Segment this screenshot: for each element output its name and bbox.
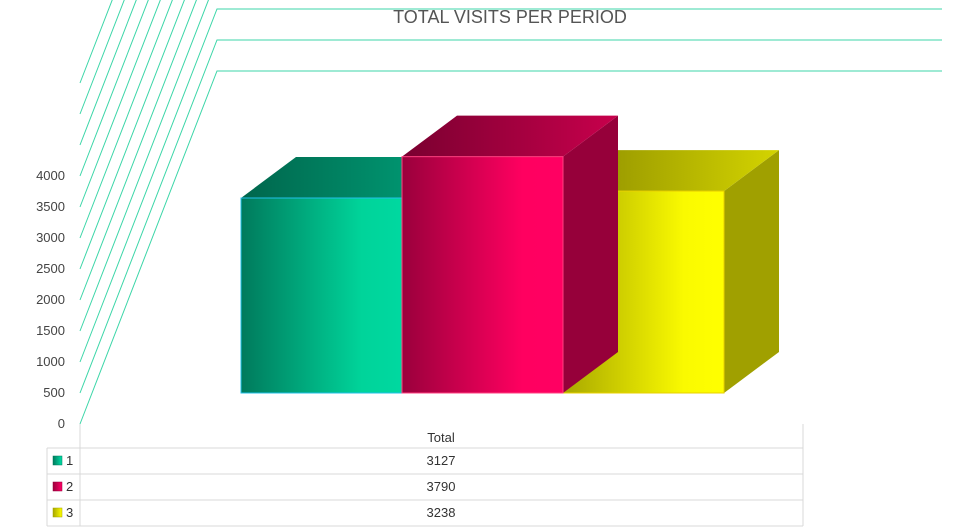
gridline: [79, 39, 942, 394]
gridline: [79, 0, 209, 332]
bar-side: [724, 150, 779, 393]
y-tick-label: 1500: [36, 323, 65, 338]
gridline: [79, 0, 185, 270]
data-label: 3238: [427, 505, 456, 520]
gridline: [79, 0, 161, 208]
gridline: [79, 0, 137, 146]
y-tick-label: 500: [43, 385, 65, 400]
y-tick-label: 3500: [36, 199, 65, 214]
legend-label: 3: [66, 505, 73, 520]
data-table: Total 1 3127 2 3790 3 3238: [46, 424, 804, 527]
y-tick-label: 3000: [36, 230, 65, 245]
y-tick-label: 4000: [36, 168, 65, 183]
bar-front: [401, 156, 564, 394]
legend-label: 2: [66, 479, 73, 494]
category-label: Total: [427, 430, 455, 445]
legend-swatch-3: [52, 507, 63, 518]
data-label: 3127: [427, 453, 456, 468]
y-tick-label: 0: [58, 416, 65, 431]
bar-front: [240, 197, 403, 394]
legend-swatch-2: [52, 481, 63, 492]
data-label: 3790: [427, 479, 456, 494]
y-tick-label: 2000: [36, 292, 65, 307]
bar-series-2: [401, 115, 618, 394]
gridline: [79, 70, 942, 425]
y-tick-label: 1000: [36, 354, 65, 369]
gridline: [79, 0, 197, 301]
gridline: [79, 8, 942, 363]
gridline: [79, 0, 149, 177]
gridlines: [79, 0, 942, 425]
y-tick-label: 2500: [36, 261, 65, 276]
y-axis-ticks: 0 500 1000 1500 2000 2500 3000 3500 4000: [36, 168, 65, 431]
bar-side: [563, 115, 618, 393]
chart-title: TOTAL VISITS PER PERIOD: [393, 7, 627, 27]
gridline: [79, 0, 173, 239]
bars: [240, 115, 779, 394]
bar-top: [402, 115, 618, 157]
legend-label: 1: [66, 453, 73, 468]
legend-swatch-1: [52, 455, 63, 466]
